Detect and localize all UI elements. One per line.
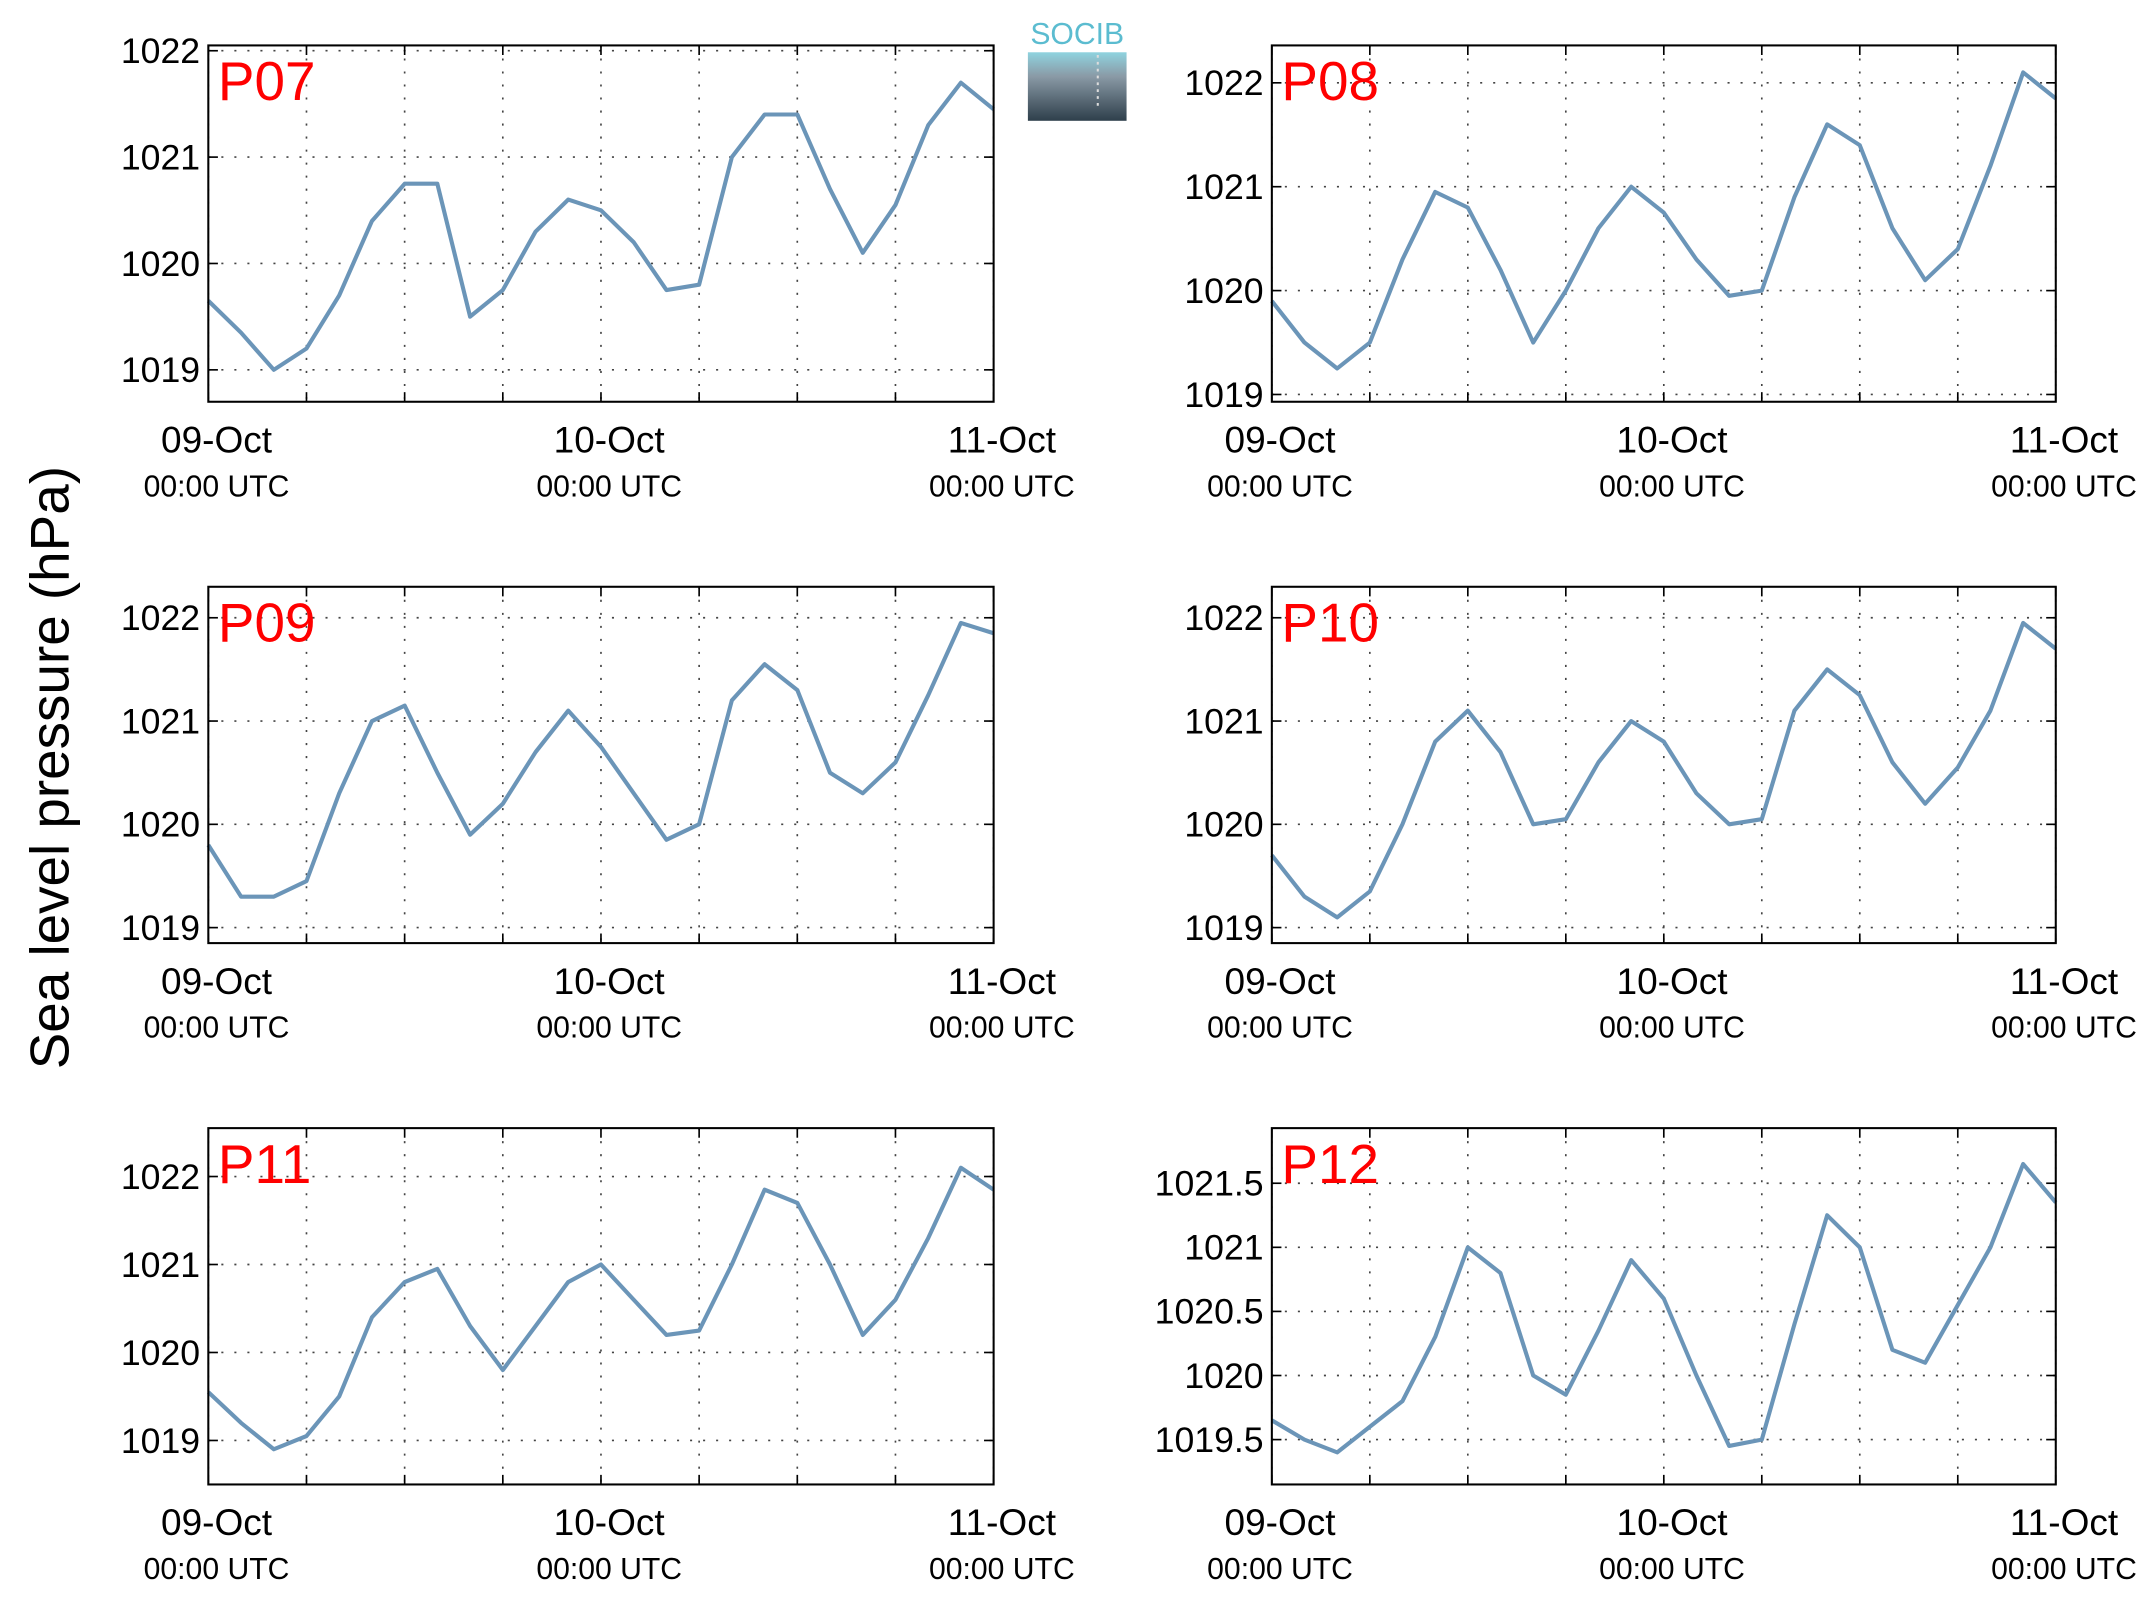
x-tick-label: 09-Oct bbox=[1225, 419, 1337, 460]
x-tick-sublabel: 00:00 UTC bbox=[1991, 1553, 2137, 1586]
y-tick-label: 1019.5 bbox=[1155, 1420, 1264, 1460]
panel-title: P08 bbox=[1281, 50, 1379, 112]
series-line bbox=[206, 80, 995, 372]
logo-text: SOCIB bbox=[1030, 18, 1124, 51]
x-tick-sublabel: 00:00 UTC bbox=[144, 470, 290, 503]
x-tick-sublabel: 00:00 UTC bbox=[1207, 1553, 1353, 1586]
panel-title: P09 bbox=[218, 592, 316, 654]
x-tick-label: 09-Oct bbox=[161, 1502, 273, 1543]
y-tick-label: 1020 bbox=[121, 1333, 200, 1373]
x-tick-sublabel: 00:00 UTC bbox=[536, 1553, 682, 1586]
x-tick-sublabel: 00:00 UTC bbox=[1599, 470, 1745, 503]
series-line bbox=[1270, 1161, 2058, 1455]
x-tick-sublabel: 00:00 UTC bbox=[1991, 470, 2137, 503]
x-tick-sublabel: 00:00 UTC bbox=[536, 470, 682, 503]
y-tick-label: 1022 bbox=[121, 598, 200, 638]
y-tick-label: 1021.5 bbox=[1155, 1164, 1264, 1204]
x-tick-label: 10-Oct bbox=[1617, 961, 1729, 1002]
y-tick-label: 1021 bbox=[121, 137, 200, 177]
logo-box bbox=[1027, 52, 1127, 121]
x-tick-sublabel: 00:00 UTC bbox=[1991, 1012, 2137, 1045]
series-line bbox=[206, 620, 995, 899]
y-tick-label: 1020 bbox=[1184, 271, 1263, 311]
y-tick-label: 1020.5 bbox=[1155, 1292, 1264, 1332]
y-tick-label: 1021 bbox=[1184, 167, 1263, 207]
y-tick-label: 1019 bbox=[1184, 908, 1263, 948]
x-tick-sublabel: 00:00 UTC bbox=[144, 1012, 290, 1045]
y-tick-label: 1021 bbox=[121, 701, 200, 741]
x-tick-label: 09-Oct bbox=[161, 419, 273, 460]
panel-title: P12 bbox=[1281, 1133, 1379, 1195]
y-tick-label: 1022 bbox=[121, 31, 200, 71]
series-line bbox=[1270, 620, 2058, 920]
plot-area bbox=[1271, 1128, 2056, 1485]
y-axis-label: Sea level pressure (hPa) bbox=[19, 466, 81, 1069]
y-tick-label: 1020 bbox=[121, 244, 200, 284]
plot-frame bbox=[1270, 44, 2057, 403]
x-tick-sublabel: 00:00 UTC bbox=[536, 1012, 682, 1045]
panel-title: P07 bbox=[218, 50, 316, 112]
x-tick-sublabel: 00:00 UTC bbox=[1599, 1012, 1745, 1045]
x-tick-sublabel: 00:00 UTC bbox=[929, 1553, 1075, 1586]
x-tick-label: 10-Oct bbox=[1617, 1502, 1729, 1543]
plot-area bbox=[208, 586, 994, 944]
x-tick-sublabel: 00:00 UTC bbox=[1599, 1553, 1745, 1586]
y-tick-label: 1020 bbox=[1184, 805, 1263, 845]
y-tick-label: 1019 bbox=[121, 350, 200, 390]
plot-frame bbox=[207, 1127, 995, 1486]
x-tick-label: 09-Oct bbox=[1225, 1502, 1337, 1543]
x-tick-sublabel: 00:00 UTC bbox=[1207, 470, 1353, 503]
x-tick-label: 10-Oct bbox=[554, 419, 666, 460]
x-tick-label: 11-Oct bbox=[2010, 419, 2119, 460]
panel-title: P11 bbox=[218, 1133, 311, 1195]
plot-frame bbox=[1270, 585, 2057, 945]
plot-frame bbox=[207, 44, 995, 403]
x-tick-label: 11-Oct bbox=[2010, 961, 2119, 1002]
y-tick-label: 1022 bbox=[1184, 63, 1263, 103]
x-tick-label: 09-Oct bbox=[161, 961, 273, 1002]
plot-frame bbox=[1270, 1127, 2057, 1486]
x-tick-label: 10-Oct bbox=[554, 961, 666, 1002]
y-tick-label: 1019 bbox=[121, 1421, 200, 1461]
plot-area bbox=[208, 45, 994, 402]
x-tick-label: 10-Oct bbox=[554, 1502, 666, 1543]
y-tick-label: 1021 bbox=[1184, 701, 1263, 741]
y-tick-label: 1020 bbox=[1184, 1356, 1263, 1396]
x-tick-sublabel: 00:00 UTC bbox=[1207, 1012, 1353, 1045]
plot-area bbox=[208, 1128, 994, 1485]
plot-area bbox=[1271, 586, 2056, 944]
y-tick-label: 1022 bbox=[1184, 598, 1263, 638]
x-tick-label: 10-Oct bbox=[1617, 419, 1729, 460]
panel-title: P10 bbox=[1281, 592, 1379, 654]
plot-area bbox=[1271, 45, 2056, 402]
x-tick-label: 11-Oct bbox=[2010, 1502, 2119, 1543]
y-tick-label: 1020 bbox=[121, 805, 200, 845]
y-tick-label: 1019 bbox=[121, 908, 200, 948]
plot-frame bbox=[207, 585, 995, 945]
x-tick-label: 11-Oct bbox=[948, 419, 1057, 460]
series-line bbox=[1270, 70, 2058, 371]
series-line bbox=[206, 1165, 995, 1452]
y-tick-label: 1021 bbox=[121, 1245, 200, 1285]
y-tick-label: 1021 bbox=[1184, 1228, 1263, 1268]
x-tick-sublabel: 00:00 UTC bbox=[929, 470, 1075, 503]
x-tick-label: 11-Oct bbox=[948, 1502, 1057, 1543]
x-tick-sublabel: 00:00 UTC bbox=[929, 1012, 1075, 1045]
x-tick-label: 11-Oct bbox=[948, 961, 1057, 1002]
x-tick-sublabel: 00:00 UTC bbox=[144, 1553, 290, 1586]
y-tick-label: 1022 bbox=[121, 1157, 200, 1197]
y-tick-label: 1019 bbox=[1184, 375, 1263, 415]
x-tick-label: 09-Oct bbox=[1225, 961, 1337, 1002]
